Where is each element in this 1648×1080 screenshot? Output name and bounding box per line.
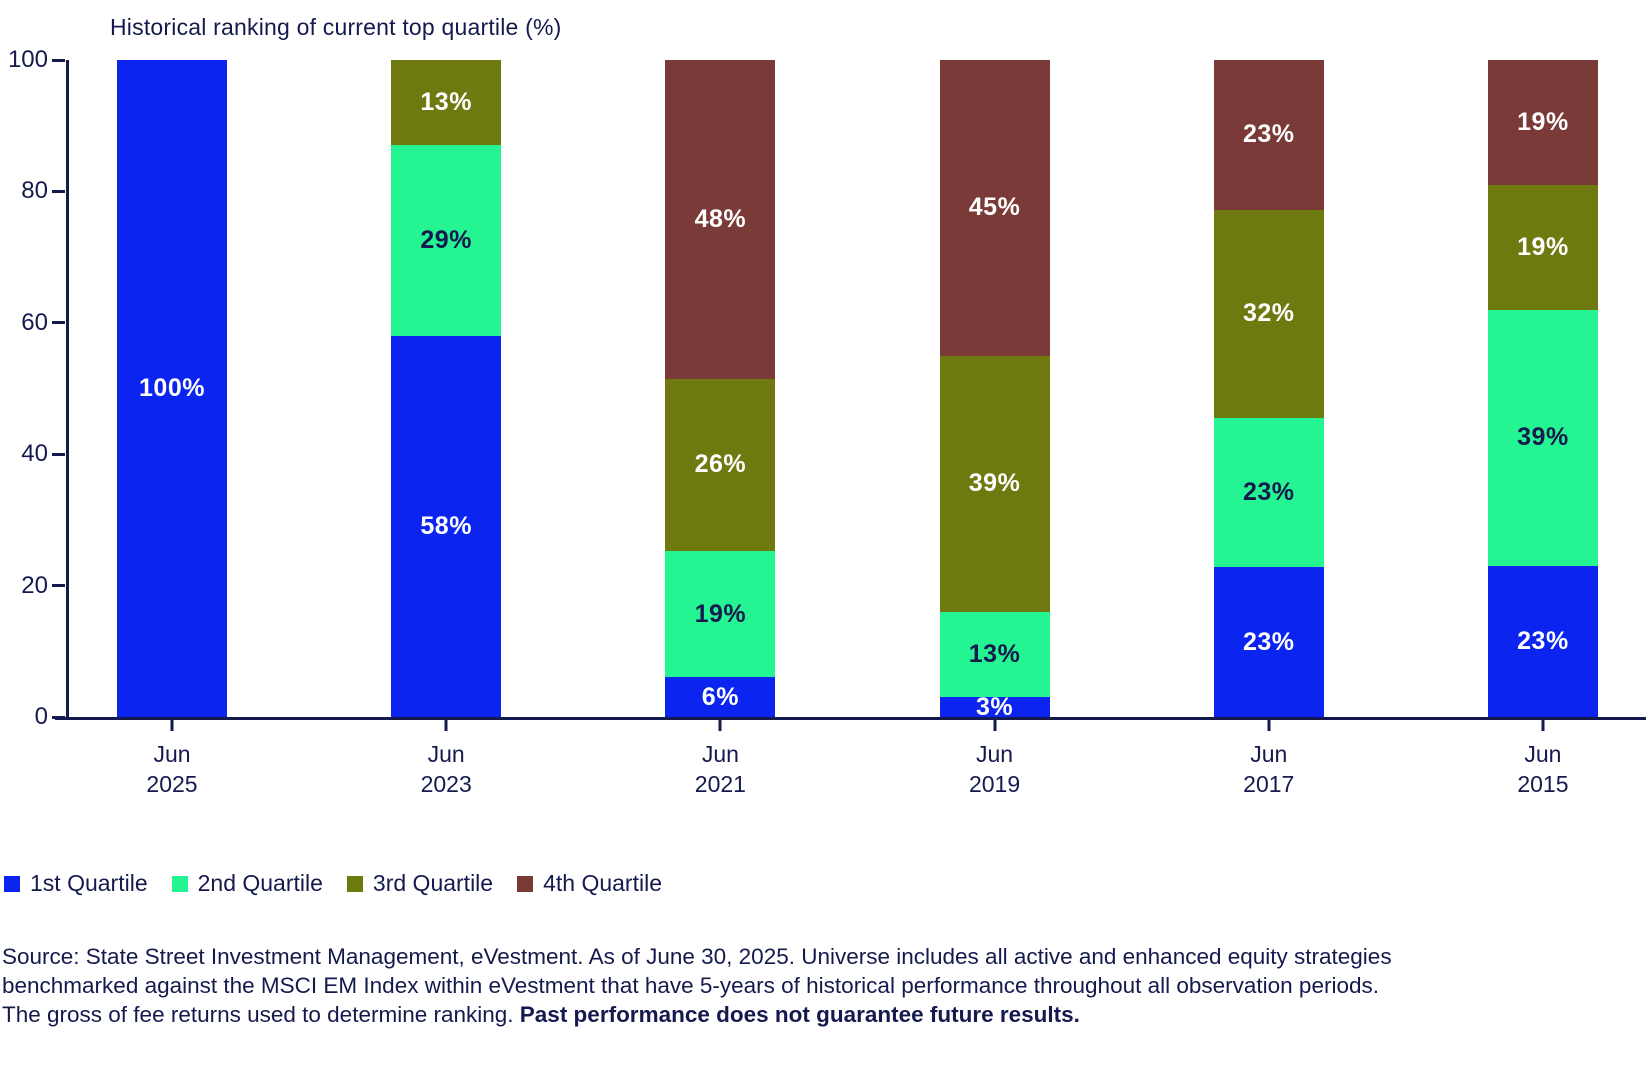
bar-segment-3rd: 39%	[939, 355, 1050, 612]
bar-segment-label: 58%	[420, 511, 472, 540]
bars-container: 100% Jun 2025 58% 29% 13% Jun 2023 6% 19% 26% 48% Ju…	[69, 60, 1640, 797]
bar-segment-2nd: 39%	[1487, 309, 1598, 566]
bar-segment-label: 19%	[694, 599, 747, 628]
bar-jun-2021: 6% 19% 26% 48% Jun 2021	[665, 60, 776, 797]
x-tick	[1267, 720, 1271, 731]
bar-segment-3rd: 13%	[391, 60, 502, 146]
chart-title: Historical ranking of current top quarti…	[110, 14, 562, 40]
bar-segment-label: 100%	[139, 374, 205, 402]
x-tick	[1541, 720, 1545, 731]
source-line-2: benchmarked against the MSCI EM Index wi…	[2, 973, 1379, 998]
bar-segment-label: 29%	[420, 226, 472, 255]
bar-segment-label: 19%	[1517, 232, 1569, 261]
x-label: Jun 2023	[420, 741, 472, 797]
bar-segment-1st: 100%	[117, 60, 227, 717]
y-axis-line	[66, 60, 69, 720]
x-label: Jun 2025	[146, 741, 198, 797]
source-line-3-bold: Past performance does not guarantee futu…	[519, 1002, 1080, 1027]
legend-item-2nd: 2nd Quartile	[171, 870, 323, 897]
legend-swatch	[346, 875, 363, 892]
bar-segment-1st: 58%	[391, 335, 502, 717]
bar-segment-2nd: 29%	[391, 145, 502, 336]
legend-label: 1st Quartile	[30, 870, 148, 896]
bar-segment-2nd: 13%	[939, 611, 1050, 698]
legend-item-1st: 1st Quartile	[4, 870, 148, 897]
y-tick-label: 80	[21, 177, 48, 205]
bar-segment-label: 45%	[968, 193, 1021, 222]
y-tick-label: 0	[34, 703, 48, 730]
bar-segment-label: 26%	[694, 450, 747, 479]
bar-segment-2nd: 23%	[1213, 417, 1324, 568]
bar-segment-4th: 45%	[939, 60, 1050, 356]
y-tick	[52, 715, 65, 719]
bar-segment-3rd: 19%	[1487, 184, 1598, 310]
source-line-3-regular: The gross of fee returns used to determi…	[2, 1002, 520, 1027]
legend-label: 4th Quartile	[543, 870, 662, 896]
bar-jun-2017: 23% 23% 32% 23% Jun 2017	[1213, 60, 1324, 797]
bar-segment-3rd: 32%	[1213, 209, 1324, 418]
bar-segment-4th: 23%	[1213, 60, 1324, 210]
x-tick	[718, 720, 722, 731]
x-tick	[993, 720, 997, 731]
bar-segment-label: 48%	[694, 204, 747, 233]
y-tick	[52, 58, 65, 62]
y-tick-label: 60	[21, 308, 48, 336]
bar-segment-label: 23%	[1242, 120, 1295, 149]
legend: 1st Quartile 2nd Quartile 3rd Quartile 4th …	[4, 870, 662, 897]
bar-segment-3rd: 26%	[665, 378, 776, 552]
y-tick	[52, 584, 65, 588]
bar-segment-1st: 23%	[1213, 567, 1324, 717]
legend-label: 3rd Quartile	[372, 870, 494, 896]
bar-segment-label: 39%	[1517, 423, 1569, 452]
bar-segment-label: 3%	[975, 692, 1014, 721]
bar-jun-2015: 23% 39% 19% 19% Jun 2015	[1487, 60, 1598, 797]
x-label: Jun 2019	[968, 741, 1021, 797]
bar-segment-1st: 23%	[1487, 565, 1598, 717]
bar-segment-1st: 3%	[939, 693, 1050, 721]
legend-label: 2nd Quartile	[197, 870, 323, 896]
y-tick	[52, 321, 65, 325]
legend-swatch	[171, 875, 188, 892]
y-tick-label: 100	[7, 46, 48, 73]
bar-segment-label: 13%	[420, 88, 472, 117]
x-tick	[170, 720, 174, 731]
y-tick-label: 20	[21, 571, 48, 599]
x-label: Jun 2017	[1243, 741, 1295, 797]
y-tick-label: 40	[21, 440, 48, 468]
bar-segment-label: 32%	[1242, 299, 1295, 328]
bar-segment-2nd: 19%	[665, 551, 776, 678]
bar-jun-2025: 100% Jun 2025	[117, 60, 227, 797]
x-tick	[444, 720, 448, 731]
bar-segment-label: 19%	[1517, 107, 1569, 136]
bar-segment-label: 23%	[1242, 478, 1295, 507]
legend-swatch	[4, 875, 20, 892]
bar-segment-label: 23%	[1242, 627, 1295, 656]
x-axis-line	[55, 717, 1646, 720]
source-line-1: Source: State Street Investment Manageme…	[2, 944, 1392, 969]
legend-item-3rd: 3rd Quartile	[346, 870, 494, 897]
bar-segment-label: 13%	[968, 640, 1021, 669]
bar-segment-1st: 6%	[665, 677, 776, 717]
y-tick	[52, 452, 65, 456]
x-label: Jun 2021	[694, 741, 746, 797]
bar-jun-2023: 58% 29% 13% Jun 2023	[391, 60, 502, 797]
legend-swatch	[517, 875, 534, 892]
x-label: Jun 2015	[1517, 741, 1569, 797]
bar-segment-label: 6%	[701, 682, 739, 711]
bar-segment-label: 23%	[1517, 626, 1569, 655]
source-note: Source: State Street Investment Manageme…	[2, 942, 1602, 1029]
legend-item-4th: 4th Quartile	[517, 870, 662, 897]
bar-jun-2019: 3% 13% 39% 45% Jun 2019	[939, 60, 1050, 797]
bar-segment-label: 39%	[968, 469, 1021, 498]
y-tick	[52, 189, 65, 193]
bar-segment-4th: 48%	[665, 60, 776, 379]
source-line-3: The gross of fee returns used to determi…	[2, 1000, 1602, 1029]
plot-area: 100% Jun 2025 58% 29% 13% Jun 2023 6% 19% 26% 48% Ju…	[69, 60, 1640, 797]
bar-segment-4th: 19%	[1487, 60, 1598, 185]
